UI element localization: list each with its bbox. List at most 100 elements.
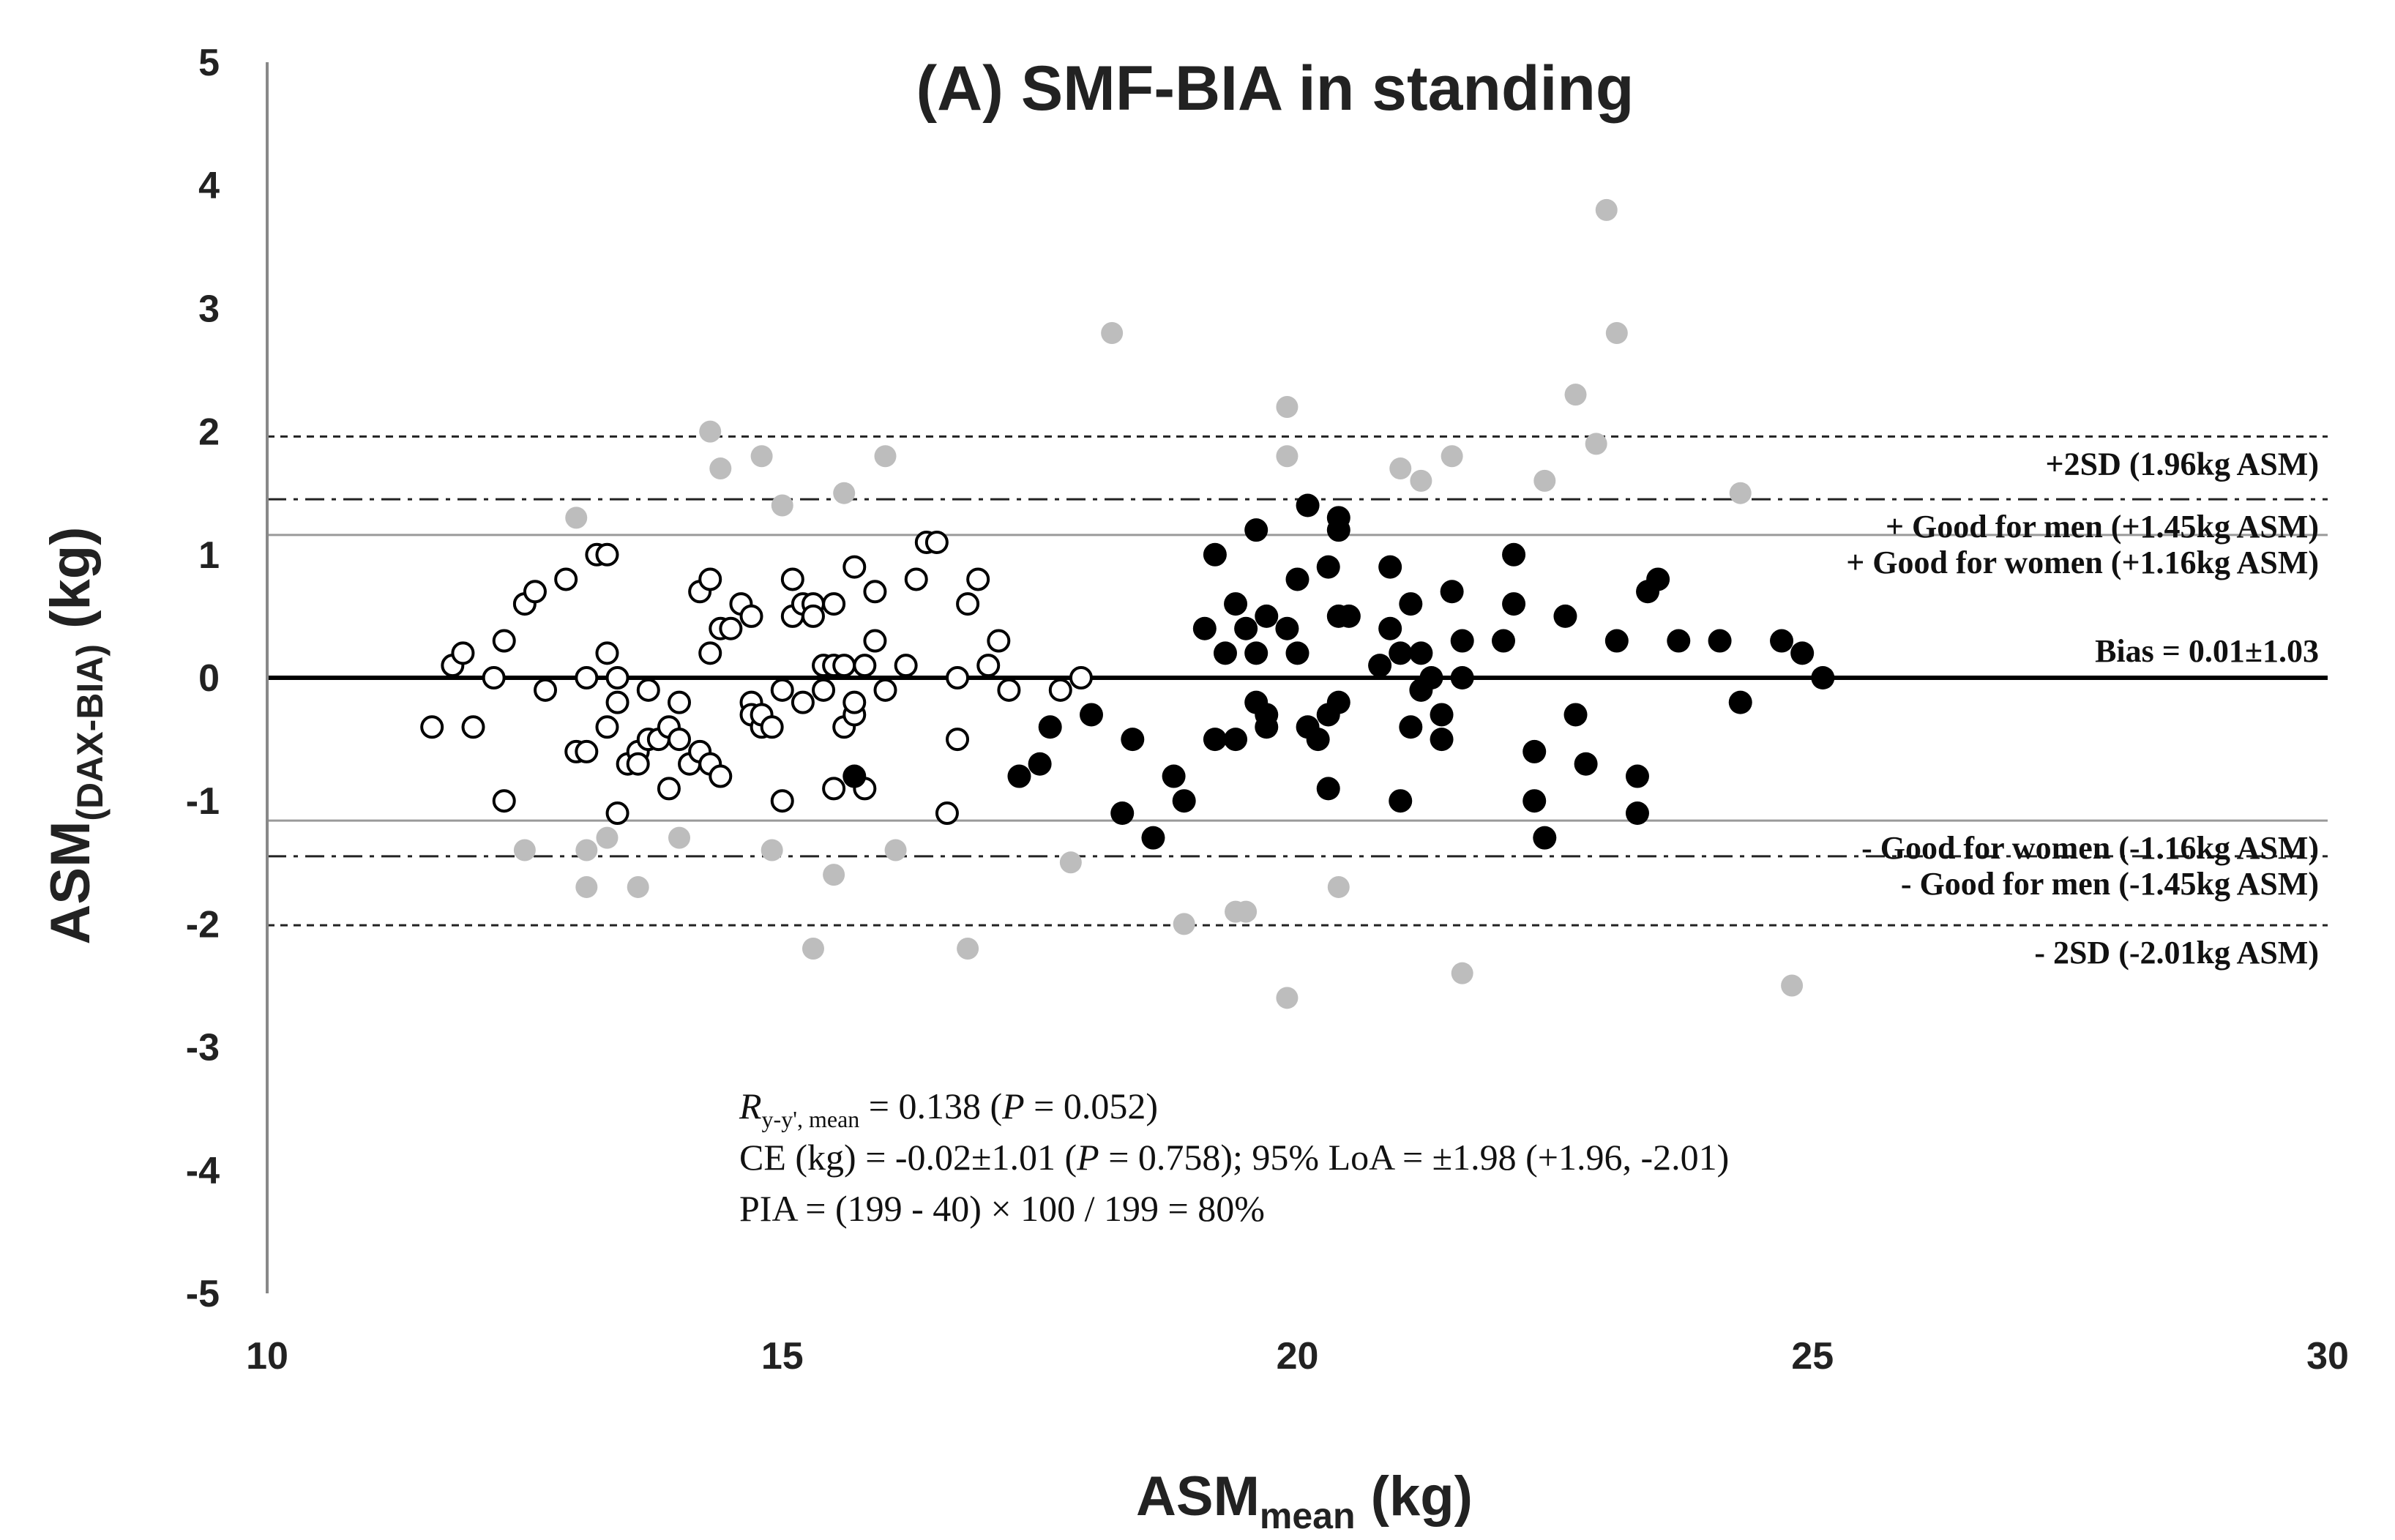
men-point [1224,592,1248,616]
men-point [1553,604,1577,628]
women-point [760,715,784,739]
outlier-point [1729,482,1752,504]
outlier-point [1327,875,1350,898]
men-point [1192,616,1217,640]
data-points [420,198,1835,1009]
women-point [956,592,980,616]
men-point [1790,641,1815,665]
y-tick-label: 5 [198,42,220,84]
men-point [1234,616,1258,640]
men-point [1255,604,1279,628]
women-point [842,690,867,714]
women-point [935,801,959,826]
men-point [1770,629,1794,653]
men-point [1708,629,1732,653]
women-point [605,666,629,689]
outlier-point [1585,433,1607,455]
x-tick-label: 20 [1277,1335,1319,1378]
outlier-point [1564,384,1587,406]
y-tick-labels: 5 4 3 2 1 0 -1 -2 -3 -4 -5 [186,42,220,1315]
reference-line-label: - Good for men (-1.45kg ASM) [1901,866,2319,902]
men-point [842,764,867,788]
women-point [987,629,1011,653]
x-tick-label: 25 [1791,1335,1834,1378]
outlier-point [1173,913,1195,935]
women-point [976,654,1001,678]
stat-r-eq: = 0.138 ( [859,1085,1002,1126]
women-point [534,678,558,702]
men-point [1080,703,1103,727]
women-point [626,752,650,776]
men-point [1430,728,1454,752]
outlier-point [1276,445,1299,468]
stat-line-ce: CE (kg) = -0.02±1.01 (P = 0.758); 95% Lo… [739,1137,1729,1178]
men-point [1533,826,1557,850]
men-point [1563,703,1588,727]
women-point [461,715,485,739]
outlier-point [957,938,979,960]
outlier-point [575,875,598,898]
reference-line-label: - Good for women (-1.16kg ASM) [1861,830,2319,866]
men-point [1419,666,1443,689]
women-point [719,616,743,640]
men-point [1574,752,1598,776]
women-point [420,715,444,739]
outlier-point [1441,445,1463,468]
women-point [791,690,815,714]
outlier-point [668,826,690,849]
men-point [1389,789,1413,813]
men-point [1172,789,1196,813]
outlier-point [596,826,619,849]
stat-r-subscript: y-y', mean [762,1106,860,1132]
women-point [451,641,475,665]
women-point [832,654,856,678]
outlier-point [1595,198,1618,221]
women-point [657,777,681,801]
men-point [1667,629,1691,653]
stats-annotation: Ry-y', mean = 0.138 (P = 0.052) CE (kg) … [739,1085,1729,1229]
y-axis-label-main: ASM [40,821,102,945]
women-point [1069,666,1093,689]
men-point [1203,542,1227,567]
men-point [1399,715,1423,739]
women-point [1048,678,1072,702]
women-point [636,678,660,702]
women-point [698,641,722,665]
men-point [1203,728,1227,752]
men-point [1368,654,1392,678]
y-axis-label: ASM(DAX-BIA) (kg) [40,527,111,945]
outlier-point [833,482,856,504]
outlier-point [874,445,897,468]
men-point [1275,616,1299,640]
women-point [863,629,887,653]
x-axis-label-main: ASM [1136,1465,1260,1528]
men-point [1522,789,1547,813]
reference-labels: +2SD (1.96kg ASM) + Good for men (+1.45kg… [1846,446,2319,971]
women-point [812,678,836,702]
stat-r-symbol: R [739,1085,762,1126]
women-point [668,690,691,714]
men-point [1337,604,1361,628]
x-axis-label: ASMmean (kg) [1136,1465,1473,1536]
y-tick-label: 1 [198,534,220,577]
women-point [492,789,516,813]
outlier-point [1410,469,1432,492]
stat-line-pia: PIA = (199 - 40) × 100 / 199 = 80% [739,1188,1265,1229]
women-point [605,690,629,714]
women-point [822,777,846,801]
women-point [842,555,867,579]
y-tick-label: -3 [186,1027,220,1069]
men-point [1625,764,1649,788]
outlier-point [1101,322,1124,345]
women-point [904,567,928,591]
men-point [1306,728,1330,752]
women-point [595,715,619,739]
women-point [770,678,794,702]
outlier-point [750,445,773,468]
outlier-point [575,839,598,861]
stat-ce-lead: CE (kg) = -0.02±1.01 ( [739,1137,1077,1178]
reference-line-label: +2SD (1.96kg ASM) [2046,446,2319,482]
stat-ce-p: P [1076,1137,1099,1178]
x-tick-labels: 10 15 20 25 30 [246,1335,2349,1378]
men-point [1213,641,1237,665]
